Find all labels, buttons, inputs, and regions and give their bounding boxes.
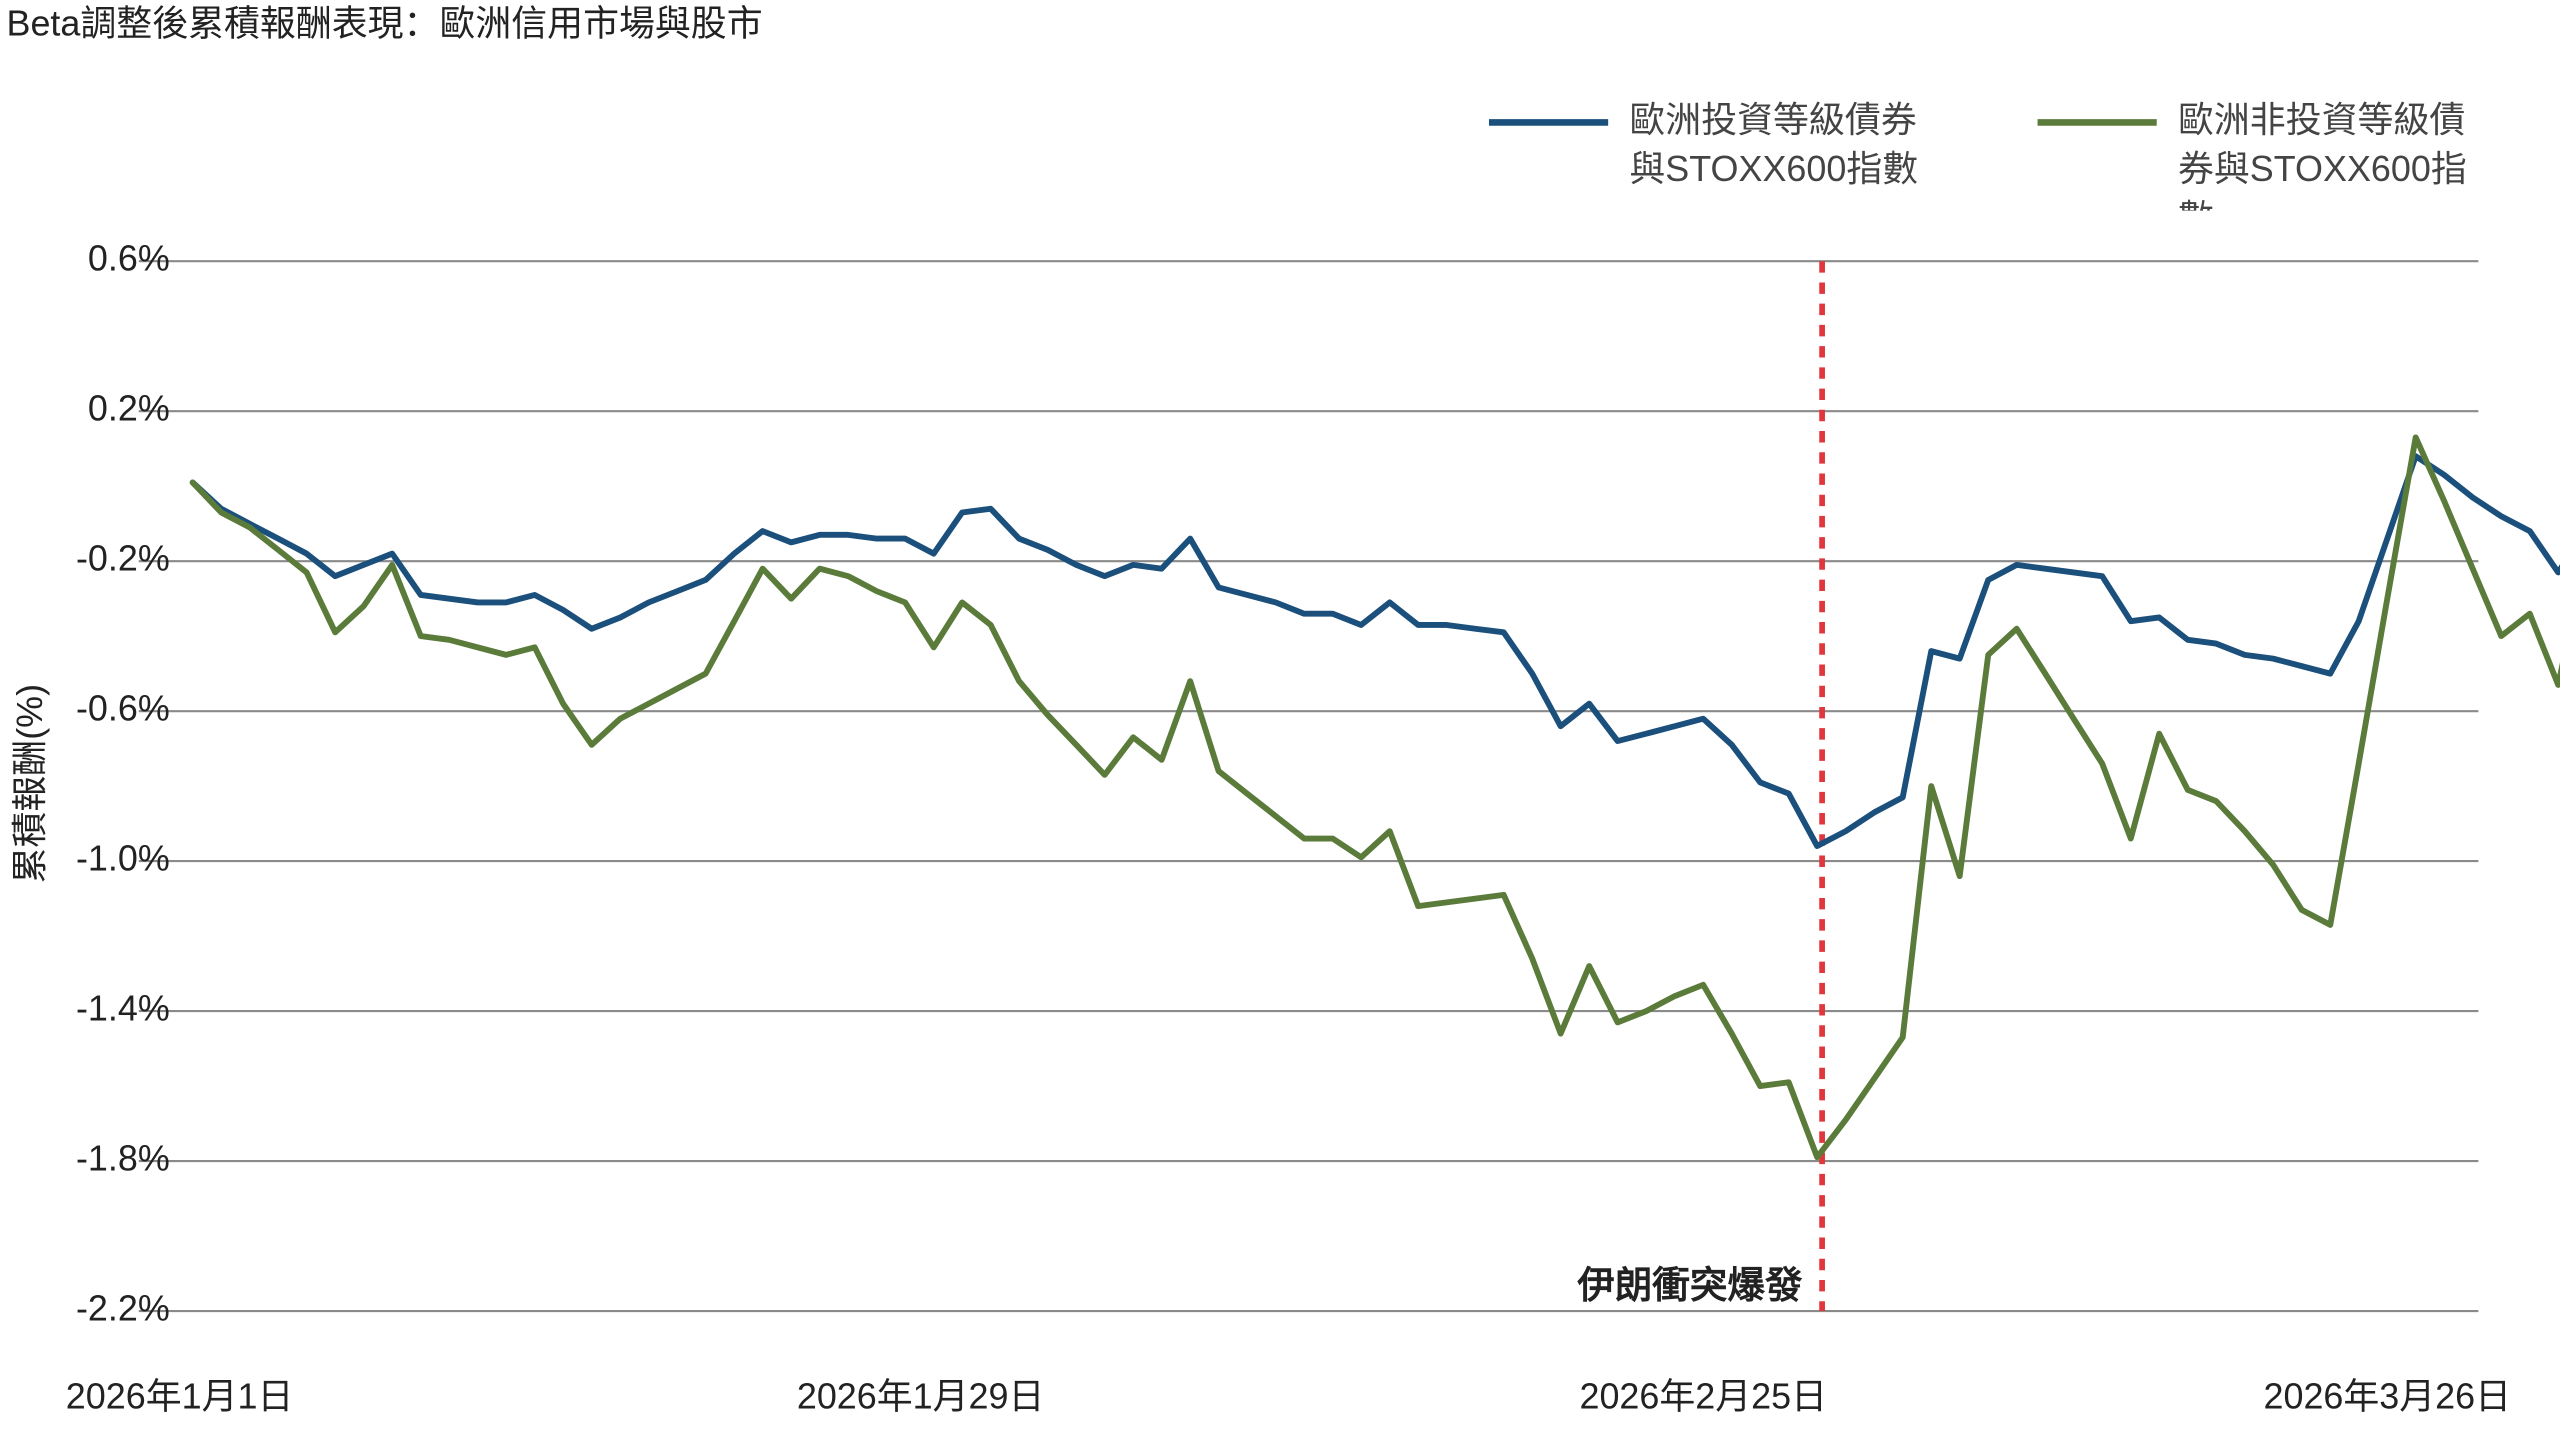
- x-tick-label: 2026年1月1日: [66, 1376, 294, 1417]
- x-tick-label: 2026年1月29日: [797, 1376, 1045, 1417]
- y-axis-label: 累積報酬(%): [9, 684, 50, 883]
- legend-entry: 歐洲投資等級債券與STOXX600指數: [1629, 99, 1919, 190]
- legend-label: 歐洲投資等級債券與STOXX600指數: [1629, 99, 1919, 190]
- series-line: [189, 434, 2560, 1161]
- y-tick-label: -0.6%: [76, 688, 170, 729]
- y-tick-label: 0.2%: [88, 388, 170, 429]
- y-tick-label: -1.8%: [76, 1138, 170, 1179]
- y-tick-label: -0.2%: [76, 538, 170, 579]
- event-label: 伊朗衝突爆發: [1576, 1264, 1803, 1306]
- y-tick-label: -1.4%: [76, 988, 170, 1029]
- y-tick-label: -1.0%: [76, 838, 170, 879]
- x-tick-label: 2026年2月25日: [1579, 1376, 1827, 1417]
- legend-entry: 歐洲非投資等級債券與STOXX600指數: [2177, 99, 2467, 211]
- legend-label: 歐洲非投資等級債券與STOXX600指數: [2177, 99, 2467, 211]
- y-tick-label: 0.6%: [88, 238, 170, 279]
- series-line: [189, 453, 2560, 849]
- y-tick-label: -2.2%: [76, 1288, 170, 1329]
- chart-title: Beta調整後累積報酬表現：歐洲信用市場與股市: [7, 3, 763, 44]
- x-tick-label: 2026年3月26日: [2264, 1376, 2512, 1417]
